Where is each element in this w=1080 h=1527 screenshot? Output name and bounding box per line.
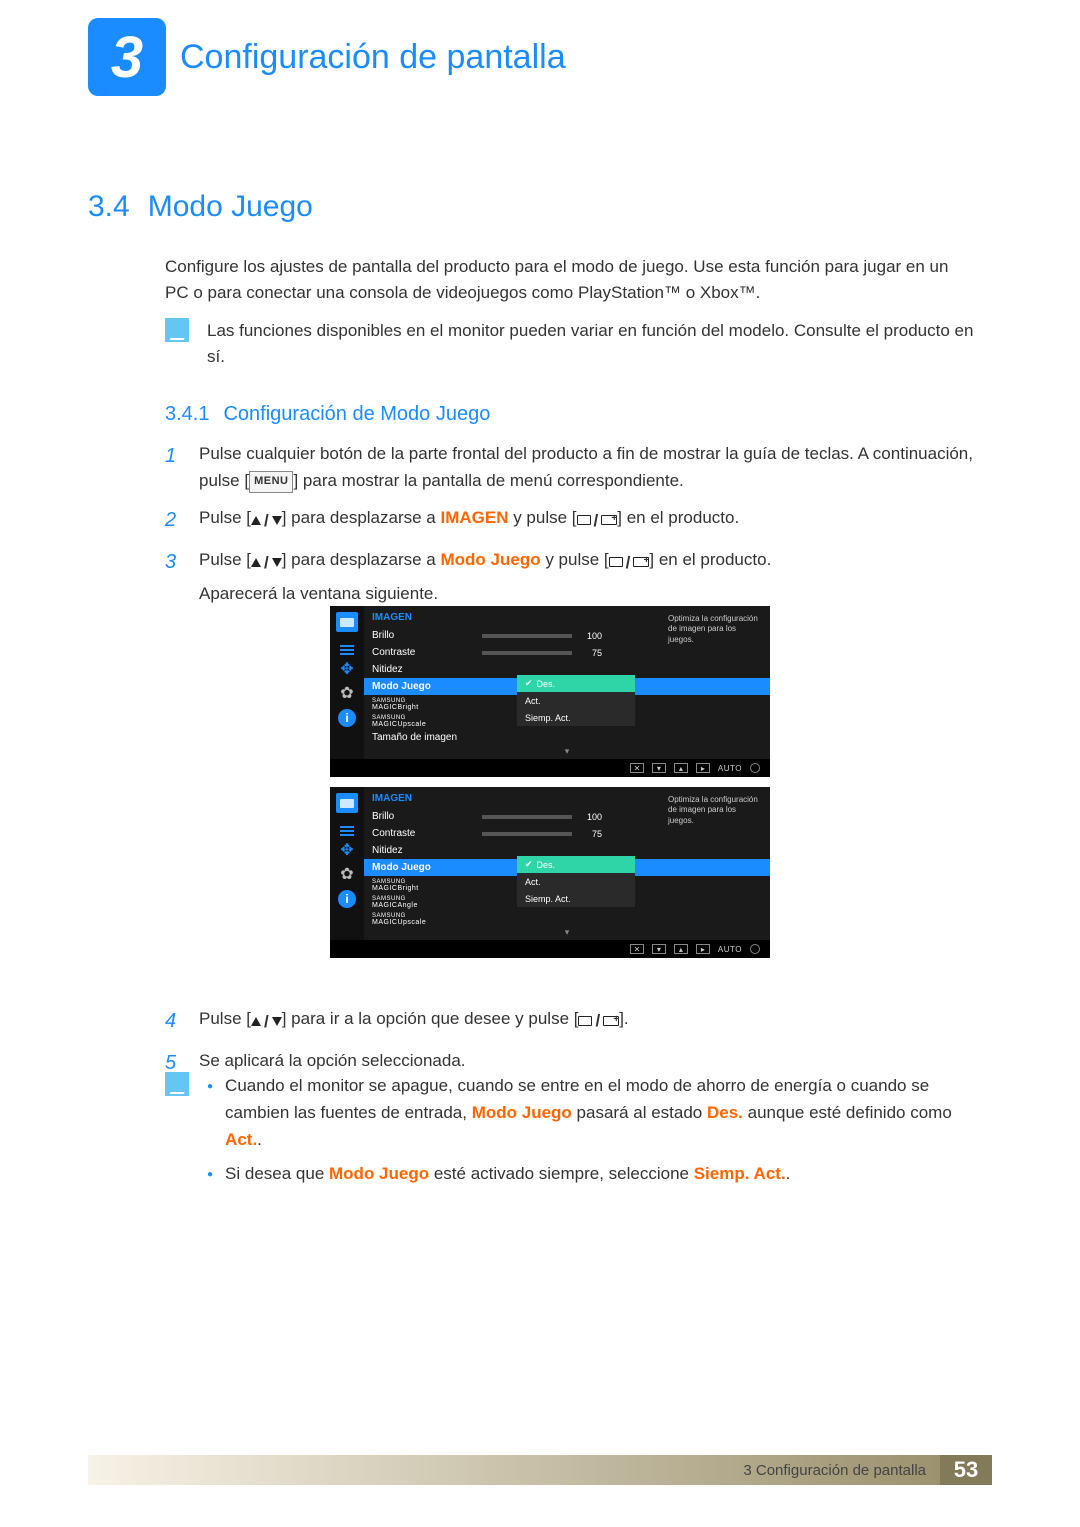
imagen-label: IMAGEN <box>440 508 508 527</box>
section-number: 3.4 <box>88 190 130 223</box>
close-icon: ✕ <box>630 763 644 773</box>
list-icon <box>336 636 358 656</box>
osd-option-act: Act. <box>517 692 635 709</box>
power-icon <box>750 944 760 954</box>
bullet-dot-icon: ● <box>207 1160 213 1187</box>
monitor-icon <box>336 793 358 813</box>
step-number: 4 <box>165 1005 179 1037</box>
note-icon <box>165 318 189 342</box>
page-footer: 3 Configuración de pantalla 53 <box>88 1455 992 1485</box>
page-number: 53 <box>940 1455 992 1485</box>
osd-option-siemp: Siemp. Act. <box>517 890 635 907</box>
enter-icon: / <box>609 549 650 576</box>
step-2: 2 Pulse [/] para desplazarse a IMAGEN y … <box>165 504 975 536</box>
osd-option-act: Act. <box>517 873 635 890</box>
step-body: Pulse cualquier botón de la parte fronta… <box>199 440 975 494</box>
step-body: Pulse [/] para desplazarse a IMAGEN y pu… <box>199 504 739 536</box>
step-number: 2 <box>165 504 179 536</box>
osd-tooltip: Optimiza la configuración de imagen para… <box>668 795 764 826</box>
osd-row-magic-upscale: SAMSUNGMAGICUpscale <box>364 910 770 927</box>
section-intro: Configure los ajustes de pantalla del pr… <box>165 254 975 307</box>
section-heading: 3.4 Modo Juego <box>88 190 313 224</box>
osd-option-des: Des. <box>517 675 635 692</box>
osd-nav-bar: ✕ ▾ ▴ ▸ AUTO <box>330 940 770 958</box>
osd-sidebar: ✥ ✿ i <box>330 606 364 759</box>
scroll-down-icon: ▾ <box>364 746 770 757</box>
subsection-title: Configuración de Modo Juego <box>223 403 490 425</box>
osd-sidebar: ✥ ✿ i <box>330 787 364 940</box>
step-4: 4 Pulse [/] para ir a la opción que dese… <box>165 1005 975 1037</box>
up-down-icon: / <box>251 1008 282 1035</box>
subsection-heading: 3.4.1 Configuración de Modo Juego <box>165 403 490 426</box>
info-icon: i <box>338 709 356 727</box>
scroll-down-icon: ▾ <box>364 927 770 938</box>
right-icon: ▸ <box>696 944 710 954</box>
step-body: Pulse [/] para desplazarse a Modo Juego … <box>199 546 771 607</box>
osd-row-contraste: Contraste75 <box>364 825 770 842</box>
list-icon <box>336 817 358 837</box>
osd-row-contraste: Contraste75 <box>364 644 770 661</box>
section-title: Modo Juego <box>148 190 313 223</box>
monitor-icon <box>336 612 358 632</box>
bullet-1: ● Cuando el monitor se apague, cuando se… <box>207 1072 975 1154</box>
osd-screenshot-1: ✥ ✿ i IMAGEN Brillo100 Contraste75 Nitid… <box>330 606 770 777</box>
step-body: Pulse [/] para ir a la opción que desee … <box>199 1005 629 1037</box>
arrows-icon: ✥ <box>336 660 358 680</box>
chapter-title: Configuración de pantalla <box>180 38 566 77</box>
close-icon: ✕ <box>630 944 644 954</box>
info-icon: i <box>338 890 356 908</box>
menu-button-label: MENU <box>249 471 293 493</box>
gear-icon: ✿ <box>336 865 358 885</box>
auto-label: AUTO <box>718 764 742 773</box>
note-block-2: ● Cuando el monitor se apague, cuando se… <box>165 1072 975 1193</box>
enter-icon: / <box>578 1007 619 1034</box>
power-icon <box>750 763 760 773</box>
step-number: 3 <box>165 546 179 607</box>
note-text: Las funciones disponibles en el monitor … <box>207 318 975 371</box>
bullet-dot-icon: ● <box>207 1072 213 1154</box>
gear-icon: ✿ <box>336 684 358 704</box>
step-number: 1 <box>165 440 179 494</box>
note-bullets: ● Cuando el monitor se apague, cuando se… <box>207 1072 975 1193</box>
bullet-2: ● Si desea que Modo Juego esté activado … <box>207 1160 975 1187</box>
step-3: 3 Pulse [/] para desplazarse a Modo Jueg… <box>165 546 975 607</box>
osd-nav-bar: ✕ ▾ ▴ ▸ AUTO <box>330 759 770 777</box>
down-icon: ▾ <box>652 944 666 954</box>
steps-list: 1 Pulse cualquier botón de la parte fron… <box>165 440 975 618</box>
osd-tooltip: Optimiza la configuración de imagen para… <box>668 614 764 645</box>
up-icon: ▴ <box>674 763 688 773</box>
modo-juego-label: Modo Juego <box>440 550 540 569</box>
osd-row-tamano: Tamaño de imagen <box>364 729 770 746</box>
osd-option-siemp: Siemp. Act. <box>517 709 635 726</box>
chapter-number: 3 <box>111 24 143 91</box>
auto-label: AUTO <box>718 945 742 954</box>
enter-icon: / <box>577 507 618 534</box>
note-icon <box>165 1072 189 1096</box>
up-icon: ▴ <box>674 944 688 954</box>
osd-option-des: Des. <box>517 856 635 873</box>
note-block: Las funciones disponibles en el monitor … <box>165 318 975 371</box>
step-1: 1 Pulse cualquier botón de la parte fron… <box>165 440 975 494</box>
footer-text: 3 Configuración de pantalla <box>88 1455 940 1485</box>
up-down-icon: / <box>251 549 282 576</box>
right-icon: ▸ <box>696 763 710 773</box>
down-icon: ▾ <box>652 763 666 773</box>
up-down-icon: / <box>251 507 282 534</box>
arrows-icon: ✥ <box>336 841 358 861</box>
osd-submenu: Des. Act. Siemp. Act. <box>517 675 635 726</box>
chapter-badge: 3 <box>88 18 166 96</box>
osd-screenshot-2: ✥ ✿ i IMAGEN Brillo100 Contraste75 Nitid… <box>330 787 770 958</box>
subsection-number: 3.4.1 <box>165 403 209 425</box>
osd-submenu: Des. Act. Siemp. Act. <box>517 856 635 907</box>
